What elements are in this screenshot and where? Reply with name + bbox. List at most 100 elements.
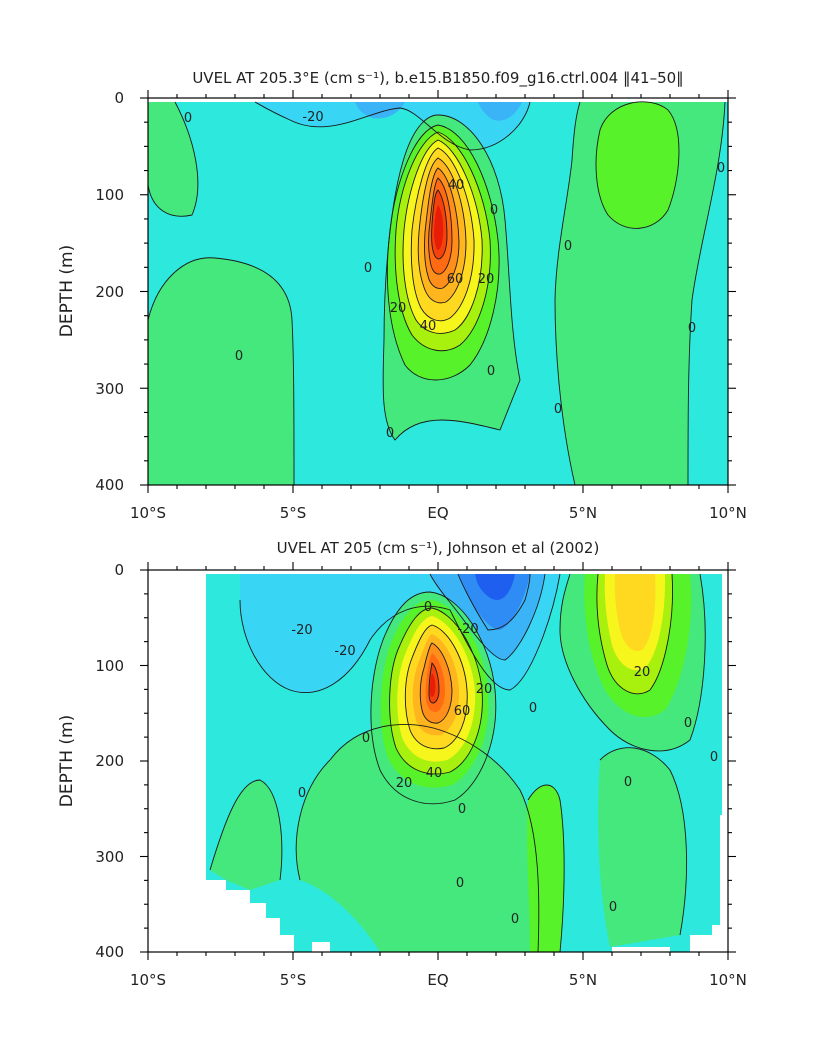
band-pos90: [434, 205, 444, 250]
band-pos40: [614, 574, 656, 651]
contour-label: 60: [447, 272, 464, 287]
contour-labels-obs: -20 -20 0 -20 20 60 40 20 0 20 0 0 0 0 0…: [291, 600, 718, 927]
contour-line: [295, 759, 331, 881]
y-tick-label: 300: [95, 848, 124, 866]
contour-line: [419, 642, 453, 724]
contour-line: [404, 624, 468, 750]
band-zero: [555, 102, 725, 485]
contour-line: [559, 573, 706, 752]
x-tick-label: 5°S: [280, 971, 307, 989]
contour-line: [596, 573, 673, 695]
contour-line: [424, 167, 460, 289]
contour-label: 0: [717, 161, 725, 176]
contour-label: 0: [624, 775, 632, 790]
x-tick-label: 5°S: [280, 504, 307, 522]
contour-line: [687, 101, 726, 485]
contour-line: [239, 573, 561, 693]
contour-label: 0: [386, 426, 394, 441]
contour-line: [394, 131, 491, 352]
contour-line: [386, 124, 500, 381]
contour-lines-obs: [209, 573, 706, 952]
contour-line: [148, 257, 295, 485]
contour-label: 0: [609, 900, 617, 915]
band-zero: [598, 747, 687, 947]
contour-line: [370, 591, 497, 805]
band-zero: [148, 257, 294, 485]
contour-line: [410, 147, 475, 322]
contour-label: 0: [458, 802, 466, 817]
contour-label: 20: [396, 776, 413, 791]
band-pos10: [596, 101, 679, 229]
contour-line: [148, 101, 199, 217]
contour-label: 20: [478, 272, 495, 287]
y-ticks-model: 0 100 200 300 400: [95, 89, 736, 494]
contour-label: -20: [457, 622, 478, 637]
band-zero: [148, 102, 198, 217]
contour-label: 0: [235, 349, 243, 364]
contour-label: 20: [634, 665, 651, 680]
contour-label: 0: [490, 203, 498, 218]
contour-label: 0: [511, 912, 519, 927]
x-tick-label: 5°N: [569, 971, 597, 989]
contour-line: [428, 662, 440, 704]
contour-label: 0: [710, 750, 718, 765]
contour-label: 0: [554, 402, 562, 417]
contour-label: 0: [456, 876, 464, 891]
contour-fill-model: [148, 101, 728, 485]
x-tick-label: 10°N: [709, 971, 747, 989]
x-ticks-model: 10°S 5°S EQ 5°N 10°N: [130, 90, 747, 522]
contour-label: 20: [390, 301, 407, 316]
contour-label: 0: [184, 111, 192, 126]
contour-label: 0: [364, 261, 372, 276]
contour-label: 0: [529, 701, 537, 716]
contour-line: [554, 101, 581, 485]
contour-labels-model: 0 -20 40 0 0 0 60 20 20 40 0 0 0 0 0 0: [184, 110, 725, 441]
y-tick-label: 200: [95, 283, 124, 301]
contour-line: [209, 779, 283, 881]
contour-label: 40: [420, 319, 437, 334]
contour-line: [457, 573, 531, 631]
x-ticks-obs: 10°S 5°S EQ 5°N 10°N: [130, 562, 747, 989]
contour-label: 0: [487, 364, 495, 379]
y-axis-label: DEPTH (m): [57, 715, 77, 807]
contour-line: [417, 157, 467, 304]
band-zero: [296, 724, 539, 952]
y-tick-label: 100: [95, 657, 124, 675]
band-zero: [210, 780, 282, 890]
contour-line: [527, 784, 565, 952]
y-axis-label: DEPTH (m): [57, 245, 77, 337]
contour-lines-model: [148, 101, 726, 485]
contour-label: 40: [448, 178, 465, 193]
band-neg30: [478, 102, 522, 121]
contour-label: 0: [424, 600, 432, 615]
contour-label: 40: [426, 766, 443, 781]
y-tick-label: 0: [114, 561, 124, 579]
contour-label: -20: [291, 623, 312, 638]
contour-line: [402, 139, 483, 334]
y-ticks-obs: 0 100 200 300 400: [95, 561, 736, 961]
contour-line: [595, 101, 680, 229]
x-tick-label: 5°N: [569, 504, 597, 522]
x-tick-label: 10°N: [709, 504, 747, 522]
contour-label: 0: [564, 239, 572, 254]
y-tick-label: 400: [95, 476, 124, 494]
x-tick-label: EQ: [427, 971, 448, 989]
chart-title: UVEL AT 205 (cm s⁻¹), Johnson et al (200…: [277, 539, 600, 557]
contour-line: [389, 607, 483, 775]
y-tick-label: 200: [95, 752, 124, 770]
band-neg30: [355, 102, 405, 119]
contour-line: [428, 177, 453, 275]
contour-line: [431, 189, 448, 260]
band-pos10: [527, 785, 565, 952]
panel-observations: UVEL AT 205 (cm s⁻¹), Johnson et al (200…: [57, 539, 747, 989]
y-tick-label: 100: [95, 186, 124, 204]
y-tick-label: 300: [95, 380, 124, 398]
x-tick-label: 10°S: [130, 971, 166, 989]
contour-label: -20: [334, 644, 355, 659]
contour-line: [599, 747, 688, 936]
chart-title: UVEL AT 205.3°E (cm s⁻¹), b.e15.B1850.f0…: [192, 69, 683, 88]
contour-label: 20: [476, 682, 493, 697]
y-tick-label: 0: [114, 89, 124, 107]
contour-label: 60: [454, 704, 471, 719]
